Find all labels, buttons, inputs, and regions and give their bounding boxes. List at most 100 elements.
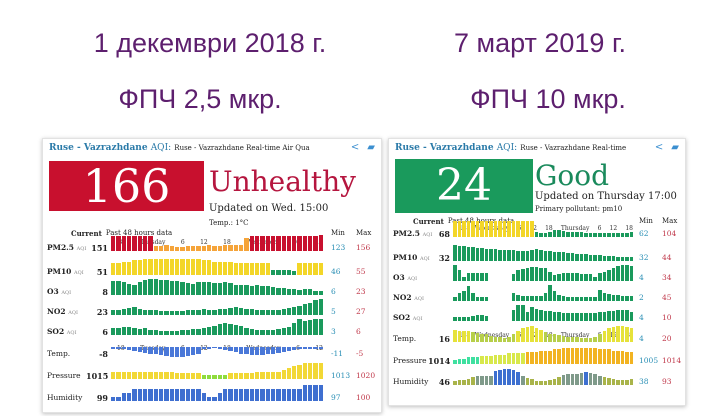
sparkline-bar bbox=[616, 266, 620, 281]
sparkline-bar bbox=[185, 329, 190, 335]
row-label: Temp. bbox=[393, 334, 416, 343]
sparkline-bar bbox=[475, 332, 480, 342]
sparkline-bar bbox=[579, 254, 584, 261]
sparkline-bar bbox=[260, 263, 265, 275]
sparkline-bar bbox=[475, 357, 480, 364]
sparkline-bar bbox=[164, 331, 169, 335]
sparkline-bar bbox=[584, 372, 588, 385]
row-min: 4 bbox=[639, 273, 644, 282]
sparkline-bar bbox=[238, 373, 244, 379]
sparkline-bar bbox=[539, 296, 543, 301]
widget-title[interactable]: Ruse - Vazrazhdane AQI: Ruse - Vazrazhda… bbox=[395, 143, 626, 153]
windows-icon[interactable]: ▰ bbox=[367, 142, 375, 153]
sparkline-bar bbox=[602, 377, 607, 385]
sparkline-bar bbox=[254, 285, 260, 295]
windows-icon[interactable]: ▰ bbox=[671, 142, 679, 153]
sparkline-bar bbox=[254, 347, 260, 356]
sparkline-bar bbox=[313, 385, 318, 401]
sparkline-bar bbox=[593, 336, 597, 342]
sparkline-bar bbox=[598, 312, 602, 321]
sparkline-bar bbox=[201, 281, 206, 295]
row-label-text: Pressure bbox=[393, 356, 427, 365]
sparkline-bar bbox=[190, 329, 196, 335]
sparkline-bar bbox=[260, 389, 265, 401]
heading-left-particle: ФПЧ 2,5 мкр. bbox=[118, 84, 282, 114]
sparkline-bar bbox=[185, 347, 190, 356]
sparkline-bar bbox=[169, 311, 174, 315]
sparkline-bar bbox=[196, 246, 201, 251]
sparkline-bar bbox=[480, 314, 484, 321]
sparkline-bar bbox=[233, 373, 238, 379]
row-max: 93 bbox=[662, 377, 672, 386]
row-label-unit: AQI bbox=[76, 246, 87, 252]
extra-info: Temp.: 1°C bbox=[209, 219, 249, 227]
widget-title[interactable]: Ruse - Vazrazhdane AQI: Ruse - Vazrazhda… bbox=[49, 143, 310, 153]
sparkline-bar bbox=[520, 353, 525, 364]
sparkline-bar bbox=[611, 379, 616, 385]
row-label: PM2.5 AQI bbox=[393, 229, 432, 238]
row-min: 46 bbox=[331, 267, 341, 276]
sparkline-bar bbox=[238, 326, 244, 335]
sparkline-bar bbox=[575, 232, 579, 237]
sparkline-bar bbox=[453, 360, 457, 364]
sparkline-bar bbox=[308, 303, 313, 315]
sparkline-bar bbox=[629, 232, 634, 237]
sparkline-bar bbox=[313, 347, 318, 349]
sparkline-bar bbox=[313, 291, 318, 295]
heading-right-particle: ФПЧ 10 мкр. bbox=[470, 84, 626, 114]
sparkline-bar bbox=[302, 235, 308, 251]
sparkline-bar bbox=[238, 263, 244, 275]
sparkline-bar bbox=[254, 309, 260, 315]
sparkline-bar bbox=[111, 280, 116, 295]
row-max: 10 bbox=[662, 313, 672, 322]
sparkline-bar bbox=[629, 312, 634, 321]
sparkline-bar bbox=[265, 263, 270, 275]
sparkline-bar bbox=[516, 270, 520, 281]
sparkline-bar bbox=[480, 297, 484, 301]
sparkline-bar bbox=[116, 327, 121, 335]
sparkline-bar bbox=[190, 283, 196, 295]
sparkline-bar bbox=[593, 313, 597, 321]
sparkline-bar bbox=[132, 307, 137, 315]
sparkline-bar bbox=[276, 269, 281, 275]
sparkline-bar bbox=[142, 235, 148, 251]
sparkline-bar bbox=[575, 373, 579, 385]
sparkline-bar bbox=[466, 272, 471, 281]
sparkline-bar bbox=[570, 348, 575, 364]
sparkline-bar bbox=[593, 297, 597, 301]
share-icon[interactable]: < bbox=[350, 142, 360, 153]
sparkline-bar bbox=[520, 376, 525, 385]
sparkline-bar bbox=[516, 353, 520, 364]
sparkline-bar bbox=[629, 295, 634, 301]
sparkline-bar bbox=[121, 393, 126, 401]
share-icon[interactable]: < bbox=[654, 142, 664, 153]
sparkline-bar bbox=[111, 235, 116, 251]
sparkline-bar bbox=[466, 331, 471, 342]
sparkline-bar bbox=[164, 311, 169, 315]
time-tick: 18 bbox=[545, 225, 553, 232]
sparkline-bar bbox=[217, 375, 222, 379]
sparkline-bar bbox=[534, 296, 539, 301]
aqi-label: AQI: bbox=[150, 143, 172, 153]
sparkline-bar bbox=[270, 329, 276, 335]
sparkline-bar bbox=[602, 349, 607, 364]
sparkline-bar bbox=[217, 347, 222, 349]
sparkline-bar bbox=[313, 235, 318, 251]
station-name[interactable]: Ruse - Vazrazhdane bbox=[49, 143, 148, 153]
sparkline-bar bbox=[570, 297, 575, 301]
sparkline-bar bbox=[507, 250, 511, 261]
station-name[interactable]: Ruse - Vazrazhdane bbox=[395, 143, 494, 153]
time-tick: Tuesday bbox=[140, 345, 165, 352]
sparkline-bar bbox=[557, 230, 561, 237]
row-min: -11 bbox=[331, 349, 344, 358]
sparkline-bar bbox=[249, 263, 254, 275]
sparkline-bar bbox=[579, 297, 584, 301]
row-min: 32 bbox=[639, 253, 649, 262]
sparkline-bar bbox=[475, 297, 480, 301]
row-label-unit: AQI bbox=[412, 316, 423, 322]
sparkline-bar bbox=[625, 265, 629, 281]
sparkline-bar bbox=[629, 266, 634, 281]
row-max: 23 bbox=[356, 287, 366, 296]
sparkline-bar bbox=[206, 309, 212, 315]
sparkline-bar bbox=[196, 309, 201, 315]
